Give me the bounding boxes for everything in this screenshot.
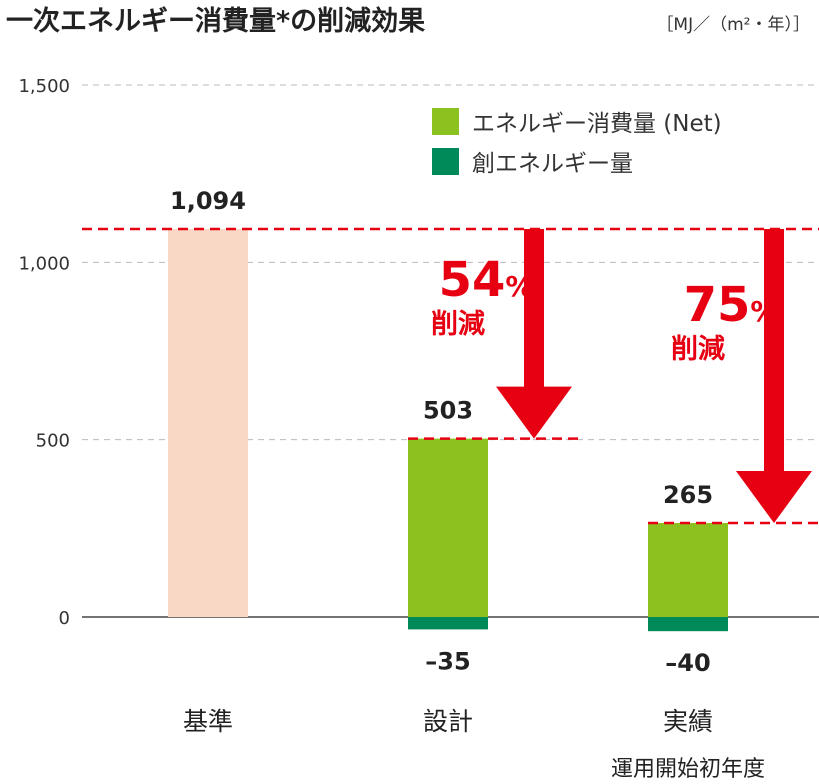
x-category-label: 基準 [183,707,233,736]
bars [168,228,728,632]
x-category-label: 実績 [663,707,713,736]
x-category-label: 設計 [423,707,473,736]
reduction-word: 削減 [431,309,485,340]
reference-lines [82,227,819,525]
bar-energy-generation [408,617,488,630]
legend-swatch [432,108,459,135]
bar-baseline [168,228,248,617]
y-tick-label: 1,500 [18,76,70,97]
legend: エネルギー消費量 (Net) 創エネルギー量 [432,108,722,177]
y-tick-label: 0 [59,608,70,629]
reduction-percent: 75% [684,277,779,333]
bar-value-label: –40 [665,649,710,677]
bar-value-label: 1,094 [170,187,246,215]
bar-energy-consumption [408,438,488,617]
bar-value-label: –35 [425,647,470,675]
reduction-arrows [496,228,812,524]
y-axis: 0 500 1,000 1,500 [18,76,70,629]
legend-swatch [432,148,459,175]
legend-label: 創エネルギー量 [472,151,633,177]
y-tick-label: 1,000 [18,253,70,274]
bar-energy-generation [648,617,728,632]
x-category-sublabel: 運用開始初年度 [611,757,765,782]
reduction-arrow [496,228,572,439]
bar-energy-consumption [648,523,728,617]
bar-value-label: 503 [423,397,473,425]
legend-label: エネルギー消費量 (Net) [472,111,722,137]
reduction-percent: 54% [439,252,534,308]
bar-value-label: 265 [663,481,713,509]
chart-unit: ［MJ／（m²・年）］ [656,15,810,35]
chart-title: 一次エネルギー消費量*の削減効果 [6,5,425,37]
y-tick-label: 500 [36,431,70,452]
reduction-arrow [736,228,812,524]
reduction-word: 削減 [671,334,725,365]
